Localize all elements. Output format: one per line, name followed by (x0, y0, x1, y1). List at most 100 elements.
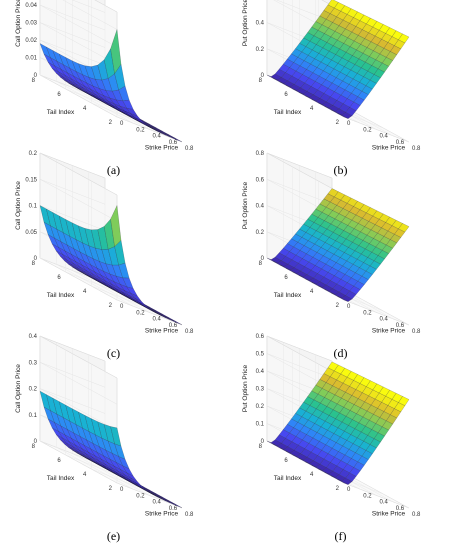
y-tick-label: 8 (259, 444, 263, 450)
x-axis-label: Strike Price (145, 145, 179, 152)
x-tick-label: 0.2 (136, 310, 145, 316)
grid-line (39, 153, 106, 284)
x-axis-label: Strike Price (145, 511, 179, 518)
y-tick-label: 4 (83, 106, 87, 112)
y-tick-label: 6 (57, 92, 61, 98)
z-tick-label: 0.8 (256, 151, 265, 157)
panel-d: 0 0.2 0.4 0.6 0.8 0 0.2 0.4 0.6 0.8 2 4 6 8 Strike Pri… (227, 151, 454, 366)
z-tick-label: 0.1 (29, 413, 38, 419)
x-tick-label: 0 (347, 304, 351, 310)
panel-a: 00.010.020.030.040.050.0600.20.40.60.824… (0, 0, 227, 183)
z-tick-label: 0 (261, 439, 265, 445)
z-axis-label: Call Option Price (15, 364, 22, 413)
z-tick-label: 0.04 (25, 3, 37, 9)
panel-b: 0 0.2 0.4 0.6 0.8 0 0.2 0.4 0.6 0.8 2 4 6 8 Strike Pri… (227, 0, 454, 183)
z-tick-label: 0.5 (256, 352, 265, 358)
y-tick-label: 4 (310, 289, 314, 295)
z-axis-label: Put Option Price (242, 364, 249, 412)
panel-e: 0 0.1 0.2 0.3 0.4 0 0.2 0.4 0.6 0.8 2 4 6 8 Strike Pri… (0, 334, 227, 549)
y-tick-label: 2 (109, 486, 113, 492)
z-tick-label: 0.6 (256, 177, 265, 183)
z-axis-label: Put Option Price (242, 181, 249, 229)
grid-line (116, 12, 183, 143)
grid-line (39, 336, 106, 467)
z-tick-label: 0.02 (25, 38, 37, 44)
x-tick-label: 0.2 (363, 310, 372, 316)
y-tick-label: 6 (57, 458, 61, 464)
chart-e: 0 0.1 0.2 0.3 0.4 0 0.2 0.4 0.6 0.8 2 4 6 8 Strike Pri… (15, 334, 194, 518)
x-tick-label: 0 (120, 487, 124, 493)
surface-patch (171, 502, 183, 508)
z-axis-label: Call Option Price (15, 181, 22, 230)
x-tick-label: 0.4 (153, 500, 162, 506)
z-tick-label: 0.4 (29, 334, 38, 340)
x-axis-label: Strike Price (145, 328, 179, 335)
y-axis-label: Tail Index (47, 109, 75, 116)
z-tick-label: 0.01 (25, 56, 37, 62)
y-tick-label: 2 (109, 303, 113, 309)
z-axis-label: Put Option Price (242, 0, 249, 46)
y-tick-label: 6 (57, 275, 61, 281)
z-tick-label: 0 (261, 73, 265, 79)
z-tick-label: 0.05 (25, 230, 37, 236)
y-axis-label: Tail Index (47, 475, 75, 482)
surface-patch (398, 33, 410, 44)
z-tick-label: 0 (34, 73, 38, 79)
y-tick-label: 4 (310, 106, 314, 112)
grid-line (116, 195, 183, 326)
chart-d: 0 0.2 0.4 0.6 0.8 0 0.2 0.4 0.6 0.8 2 4 6 8 Strike Pri… (242, 151, 421, 335)
x-tick-label: 0.8 (412, 512, 421, 518)
x-tick-label: 0.6 (169, 323, 178, 329)
surface-patch (398, 223, 410, 233)
panel-f: 0 0.1 0.2 0.3 0.4 0.5 0.6 0 0.2 0.4 0.6 0.8 2 4 6 8 Stri… (227, 334, 454, 549)
z-tick-label: 0.2 (256, 230, 265, 236)
y-tick-label: 8 (259, 78, 263, 84)
y-tick-label: 8 (259, 261, 263, 267)
y-tick-label: 4 (83, 289, 87, 295)
panel-c: 0 0.05 0.1 0.15 0.2 0 0.2 0.4 0.6 0.8 2 4 6 8 Strike P… (0, 151, 227, 366)
y-tick-label: 4 (310, 472, 314, 478)
x-tick-label: 0.4 (380, 134, 389, 140)
z-tick-label: 0.1 (29, 204, 38, 210)
y-tick-label: 4 (83, 472, 87, 478)
x-tick-label: 0.6 (396, 323, 405, 329)
grid-line (91, 0, 157, 129)
panel-label: (a) (106, 163, 121, 177)
z-tick-label: 0.4 (256, 204, 265, 210)
panel-label: (e) (106, 529, 121, 543)
y-tick-label: 6 (284, 92, 288, 98)
grid-line (65, 350, 131, 481)
grid-line (39, 0, 106, 101)
chart-a: 00.010.020.030.040.050.0600.20.40.60.824… (15, 0, 194, 152)
x-tick-label: 0 (347, 121, 351, 127)
z-tick-label: 0.2 (256, 47, 265, 53)
z-tick-label: 0.2 (256, 404, 265, 410)
z-tick-label: 0.2 (29, 151, 38, 157)
x-tick-label: 0.4 (153, 134, 162, 140)
z-tick-label: 0.03 (25, 21, 37, 27)
z-tick-label: 0.3 (29, 360, 38, 366)
z-tick-label: 0.3 (256, 387, 265, 393)
y-axis-label: Tail Index (274, 292, 302, 299)
z-axis-label: Call Option Price (15, 0, 22, 47)
x-tick-label: 0.6 (169, 506, 178, 512)
panel-label: (f) (334, 529, 347, 543)
x-tick-label: 0.6 (169, 140, 178, 146)
y-tick-label: 2 (109, 120, 113, 126)
x-tick-label: 0.8 (412, 146, 421, 152)
y-axis-label: Tail Index (274, 109, 302, 116)
x-tick-label: 0 (120, 304, 124, 310)
x-tick-label: 0.2 (363, 493, 372, 499)
x-tick-label: 0.8 (412, 329, 421, 335)
z-tick-label: 0.2 (29, 387, 38, 393)
z-tick-label: 0.15 (25, 177, 37, 183)
x-tick-label: 0.2 (136, 127, 145, 133)
x-axis-label: Strike Price (372, 511, 406, 518)
x-tick-label: 0.8 (185, 512, 194, 518)
x-tick-label: 0.6 (396, 140, 405, 146)
y-tick-label: 8 (32, 261, 36, 267)
z-tick-label: 0 (34, 256, 38, 262)
surface-patch (171, 136, 183, 142)
y-tick-label: 8 (32, 444, 36, 450)
x-tick-label: 0.6 (396, 506, 405, 512)
